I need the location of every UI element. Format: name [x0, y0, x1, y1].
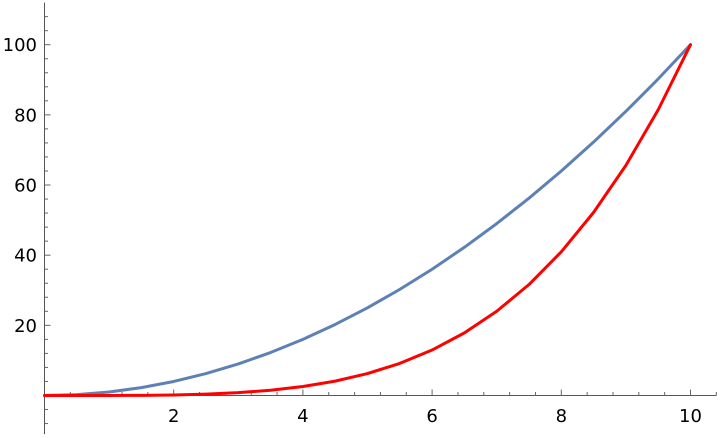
x-tick-label: 4 — [297, 406, 308, 427]
y-axis-ticks — [44, 16, 51, 425]
y-tick-label: 40 — [14, 246, 37, 267]
y-tick-label: 100 — [3, 35, 37, 56]
series-2-line — [43, 43, 692, 397]
x-tick-label: 2 — [168, 406, 179, 427]
x-tick-labels: 2 4 6 8 10 — [168, 406, 702, 427]
x-tick-label: 6 — [426, 406, 437, 427]
x-tick-label: 8 — [556, 406, 567, 427]
y-tick-labels: 20 40 60 80 100 — [3, 35, 37, 337]
y-tick-label: 80 — [14, 105, 37, 126]
y-tick-label: 20 — [14, 316, 37, 337]
x-tick-label: 10 — [679, 406, 702, 427]
plot-series — [43, 43, 692, 397]
series-1-line — [43, 43, 692, 397]
y-tick-label: 60 — [14, 176, 37, 197]
